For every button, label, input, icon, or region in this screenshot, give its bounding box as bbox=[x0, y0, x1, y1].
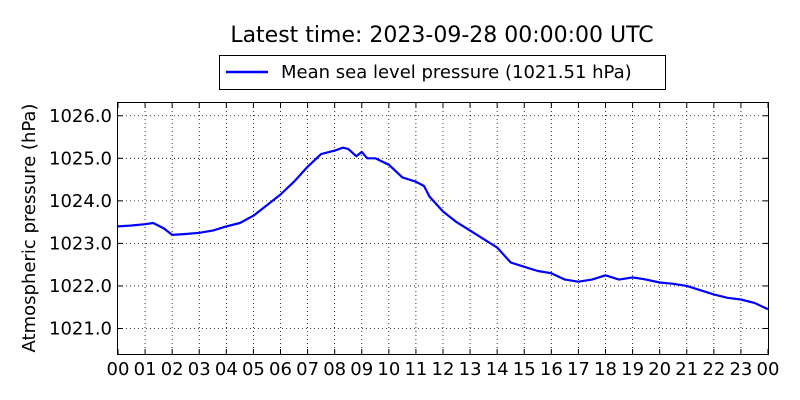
x-axis-ticks: 00 01 02 03 04 05 06 07 08 09 10 11 12 13 14 15 16 17 18 19… bbox=[107, 103, 780, 380]
series-line bbox=[117, 146, 769, 311]
x-tick-label: 11 bbox=[404, 359, 427, 380]
legend-box bbox=[219, 55, 666, 90]
x-tick-label: 05 bbox=[242, 359, 265, 380]
x-tick-label: 07 bbox=[296, 359, 319, 380]
x-tick-label: 09 bbox=[350, 359, 373, 380]
x-tick-label: 00 bbox=[107, 359, 130, 380]
x-tick-label: 03 bbox=[188, 359, 211, 380]
y-tick-label: 1024.0 bbox=[49, 191, 112, 212]
x-tick-label: 06 bbox=[269, 359, 292, 380]
y-tick-label: 1025.0 bbox=[49, 148, 112, 169]
x-tick-label: 23 bbox=[729, 359, 752, 380]
x-tick-label: 00 bbox=[757, 359, 780, 380]
x-tick-label: 13 bbox=[459, 359, 482, 380]
legend: Mean sea level pressure (1021.51 hPa) bbox=[219, 55, 666, 90]
x-tick-label: 20 bbox=[648, 359, 671, 380]
x-tick-label: 10 bbox=[377, 359, 400, 380]
grid-lines bbox=[118, 103, 768, 354]
legend-label: Mean sea level pressure (1021.51 hPa) bbox=[281, 62, 632, 83]
x-tick-label: 22 bbox=[702, 359, 725, 380]
x-tick-label: 12 bbox=[432, 359, 455, 380]
y-axis-label: Atmospheric pressure (hPa) bbox=[19, 104, 40, 353]
plot-frame bbox=[117, 102, 769, 355]
y-tick-label: 1023.0 bbox=[49, 233, 112, 254]
x-tick-label: 21 bbox=[675, 359, 698, 380]
x-tick-label: 18 bbox=[594, 359, 617, 380]
y-axis-ticks: 1021.0 1022.0 1023.0 1024.0 1025.0 1026.0 bbox=[49, 106, 768, 339]
x-tick-label: 08 bbox=[323, 359, 346, 380]
x-tick-label: 15 bbox=[513, 359, 536, 380]
x-tick-label: 17 bbox=[567, 359, 590, 380]
x-tick-label: 01 bbox=[134, 359, 157, 380]
x-tick-label: 14 bbox=[486, 359, 509, 380]
x-tick-label: 19 bbox=[621, 359, 644, 380]
x-tick-label: 04 bbox=[215, 359, 238, 380]
x-tick-label: 02 bbox=[161, 359, 184, 380]
y-tick-label: 1026.0 bbox=[49, 106, 112, 127]
y-tick-label: 1022.0 bbox=[49, 276, 112, 297]
y-tick-label: 1021.0 bbox=[49, 318, 112, 339]
chart-title: Latest time: 2023-09-28 00:00:00 UTC bbox=[230, 23, 653, 48]
x-tick-label: 16 bbox=[540, 359, 563, 380]
